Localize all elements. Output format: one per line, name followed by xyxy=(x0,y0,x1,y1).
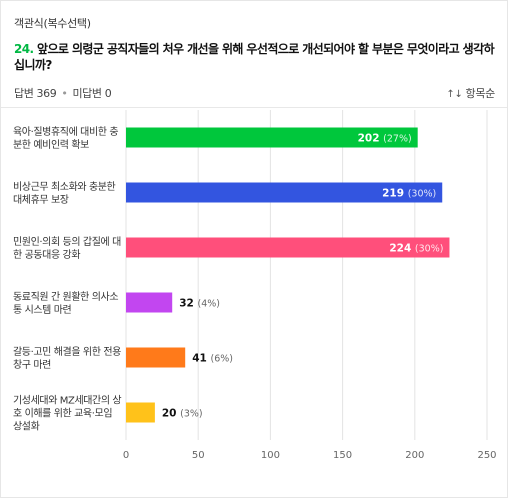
separator-dot: • xyxy=(61,87,68,100)
bar-3 xyxy=(126,237,450,258)
value-label-1: 202 (27%) xyxy=(358,133,412,145)
header-divider xyxy=(1,107,507,108)
bar-1 xyxy=(126,127,418,148)
x-tick-label-50: 50 xyxy=(192,450,205,461)
answer-count: 답변 369 xyxy=(14,87,57,100)
category-label-1: 육아·질병휴직에 대비한 충 분한 예비인력 확보 xyxy=(13,126,118,151)
x-tick-label-250: 250 xyxy=(477,450,496,461)
value-label-4: 32 (4%) xyxy=(179,298,220,310)
x-tick-label-150: 150 xyxy=(333,450,352,461)
bar-6 xyxy=(126,402,155,423)
response-stats: 답변 369 • 미답변 0 xyxy=(14,85,112,101)
x-tick-label-100: 100 xyxy=(261,450,280,461)
question-type-label: 객관식(복수선택) xyxy=(14,17,91,30)
question-text: 앞으로 의령군 공직자들의 처우 개선을 위해 우선적으로 개선되어야 할 부분… xyxy=(14,42,495,72)
category-label-4: 동료직원 간 원활한 의사소 통 시스템 마련 xyxy=(13,290,118,316)
sort-label: 항목순 xyxy=(465,87,496,100)
bar-5 xyxy=(126,347,186,368)
x-tick-label-0: 0 xyxy=(123,450,129,461)
category-label-2: 비상근무 최소화와 충분한 대체휴무 보장 xyxy=(13,181,116,206)
x-tick-label-200: 200 xyxy=(405,450,424,461)
question-title: 24. 앞으로 의령군 공직자들의 처우 개선을 위해 우선적으로 개선되어야 … xyxy=(14,41,496,73)
value-label-6: 20 (3%) xyxy=(162,408,203,420)
sort-button[interactable]: ↑↓ 항목순 xyxy=(446,85,495,101)
sort-arrows-icon: ↑↓ xyxy=(446,89,463,100)
value-label-2: 219 (30%) xyxy=(382,188,436,200)
category-label-5: 갈등·고민 해결을 위한 전용 창구 마련 xyxy=(13,345,121,371)
value-label-3: 224 (30%) xyxy=(389,243,443,255)
value-label-5: 41 (6%) xyxy=(192,353,233,365)
no-answer-count: 미답변 0 xyxy=(72,87,112,100)
bar-4 xyxy=(126,292,173,313)
question-number: 24. xyxy=(14,42,34,56)
bar-2 xyxy=(126,182,443,203)
